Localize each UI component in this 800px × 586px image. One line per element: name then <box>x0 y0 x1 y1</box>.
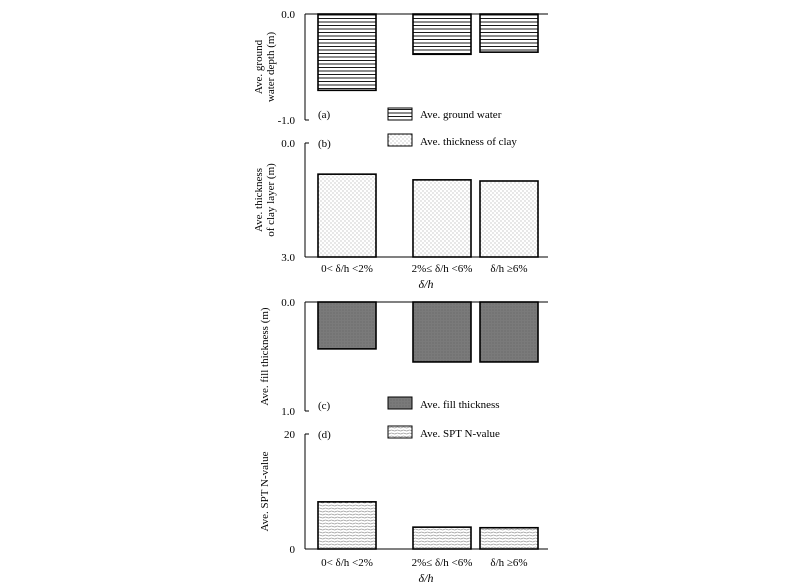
y-axis-title: Ave. thickness <box>253 168 265 232</box>
y-axis-title: water depth (m) <box>265 32 277 103</box>
y-axis-title: of clay layer (m) <box>265 163 277 237</box>
panel-label: (d) <box>318 429 331 441</box>
chart-panel-1: 0.0 -1.0 Ave. ground water depth (m) (a) <box>253 9 548 127</box>
x-axis-title: δ/h <box>419 571 434 585</box>
y-axis-title: Ave. ground <box>253 39 265 94</box>
bar-2 <box>412 526 472 550</box>
y-tick-label: 1.0 <box>281 406 295 418</box>
x-tick-label: 0< δ/h <2% <box>321 557 373 569</box>
y-axis-title: Ave. SPT N-value <box>259 451 271 531</box>
chart-panel-2: 0.0 3.0 Ave. thickness of clay layer (m) (b)… <box>253 138 548 291</box>
y-tick-label: 0 <box>290 544 296 556</box>
y-tick-label: 0.0 <box>281 9 295 21</box>
legend-swatch <box>387 425 413 439</box>
bar-3 <box>479 13 539 53</box>
x-tick-label: 2%≤ δ/h <6% <box>412 557 473 569</box>
x-axis-title: δ/h <box>419 277 434 291</box>
bar-2 <box>412 13 472 56</box>
legend-item-1: Ave. ground water <box>387 107 502 121</box>
legend-label: Ave. SPT N-value <box>420 428 500 440</box>
bar-3 <box>479 526 539 550</box>
y-tick-label: 0.0 <box>281 297 295 309</box>
chart-panel-4: 20 0 Ave. SPT N-value (d) 0< δ/h <2% 2%≤ δ/h … <box>259 429 548 585</box>
legend-item-3: Ave. fill thickness <box>387 396 500 411</box>
bar-3 <box>479 301 539 363</box>
panel-label: (b) <box>318 138 331 150</box>
legend-label: Ave. thickness of clay <box>420 136 517 148</box>
y-tick-label: 3.0 <box>281 252 295 264</box>
bar-1 <box>317 501 377 550</box>
legend-label: Ave. fill thickness <box>420 399 500 411</box>
panel-label: (c) <box>318 400 331 412</box>
bar-1 <box>317 13 377 92</box>
legend-label: Ave. ground water <box>420 109 502 121</box>
legend-swatch <box>387 396 413 410</box>
x-tick-label: δ/h ≥6% <box>490 557 527 569</box>
bar-1 <box>317 301 377 350</box>
y-tick-label: -1.0 <box>278 115 296 127</box>
legend-swatch <box>387 133 413 147</box>
y-axis-title: Ave. fill thickness (m) <box>259 307 271 405</box>
legend-item-4: Ave. SPT N-value <box>387 425 500 440</box>
y-tick-label: 20 <box>284 429 296 441</box>
x-tick-label: 2%≤ δ/h <6% <box>412 263 473 275</box>
bar-2 <box>412 179 472 258</box>
legend-item-2: Ave. thickness of clay <box>387 133 517 148</box>
y-tick-label: 0.0 <box>281 138 295 150</box>
x-tick-label: 0< δ/h <2% <box>321 263 373 275</box>
legend-swatch <box>387 107 413 121</box>
panel-label: (a) <box>318 109 331 121</box>
bar-3 <box>479 180 539 258</box>
chart-panel-3: 0.0 1.0 Ave. fill thickness (m) (c) <box>259 297 548 418</box>
bar-2 <box>412 301 472 363</box>
x-tick-label: δ/h ≥6% <box>490 263 527 275</box>
bar-1 <box>317 173 377 258</box>
